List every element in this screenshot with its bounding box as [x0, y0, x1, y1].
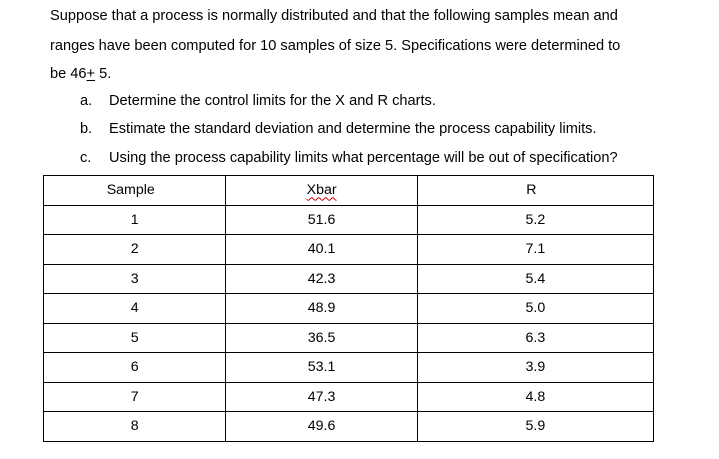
cell-r: 5.9 — [416, 411, 655, 442]
table-row: 2 40.1 7.1 — [42, 234, 655, 265]
header-sample: Sample — [42, 175, 227, 206]
xbar-header-text: Xbar — [306, 182, 337, 199]
question-text: Determine the control limits for the X a… — [109, 93, 436, 109]
cell-xbar: 51.6 — [225, 204, 418, 235]
cell-xbar: 40.1 — [225, 234, 418, 265]
cell-sample: 2 — [42, 234, 227, 265]
cell-r: 3.9 — [416, 352, 655, 383]
cell-xbar: 36.5 — [225, 322, 418, 353]
cell-r: 5.4 — [416, 263, 655, 294]
plus-minus-symbol: + — [86, 66, 96, 82]
cell-sample: 4 — [42, 293, 227, 324]
table-body: 1 51.6 5.2 2 40.1 7.1 3 42.3 5.4 4 48.9 … — [42, 204, 655, 442]
cell-sample: 3 — [42, 263, 227, 294]
cell-xbar: 47.3 — [225, 381, 418, 412]
table-row: 4 48.9 5.0 — [42, 293, 655, 324]
question-marker: a. — [80, 93, 93, 109]
cell-sample: 7 — [42, 381, 227, 412]
problem-line-3-suffix: 5. — [95, 66, 112, 82]
question-text: Estimate the standard deviation and dete… — [109, 121, 597, 137]
table-row: 8 49.6 5.9 — [42, 411, 655, 442]
cell-sample: 5 — [42, 322, 227, 353]
table-row: 6 53.1 3.9 — [42, 352, 655, 383]
cell-sample: 8 — [42, 411, 227, 442]
table-header-row: Sample Xbar R — [42, 175, 655, 206]
samples-table: Sample Xbar R 1 51.6 5.2 2 40.1 7.1 3 42… — [42, 175, 655, 442]
cell-r: 5.0 — [416, 293, 655, 324]
cell-sample: 6 — [42, 352, 227, 383]
cell-r: 7.1 — [416, 234, 655, 265]
header-xbar: Xbar — [225, 175, 418, 206]
cell-xbar: 42.3 — [225, 263, 418, 294]
table-row: 3 42.3 5.4 — [42, 263, 655, 294]
cell-xbar: 49.6 — [225, 411, 418, 442]
cell-r: 6.3 — [416, 322, 655, 353]
cell-sample: 1 — [42, 204, 227, 235]
problem-line-3: be 46+ 5. — [50, 65, 111, 83]
problem-line-3-prefix: be 46 — [50, 66, 87, 82]
header-r: R — [416, 175, 655, 206]
question-marker: b. — [80, 121, 93, 137]
cell-xbar: 53.1 — [225, 352, 418, 383]
table-row: 7 47.3 4.8 — [42, 381, 655, 412]
problem-line-1: Suppose that a process is normally distr… — [50, 8, 618, 24]
table-row: 1 51.6 5.2 — [42, 204, 655, 235]
question-marker: c. — [80, 150, 92, 166]
table-row: 5 36.5 6.3 — [42, 322, 655, 353]
problem-line-2: ranges have been computed for 10 samples… — [50, 38, 621, 54]
cell-xbar: 48.9 — [225, 293, 418, 324]
question-text: Using the process capability limits what… — [109, 150, 618, 166]
cell-r: 5.2 — [416, 204, 655, 235]
cell-r: 4.8 — [416, 381, 655, 412]
